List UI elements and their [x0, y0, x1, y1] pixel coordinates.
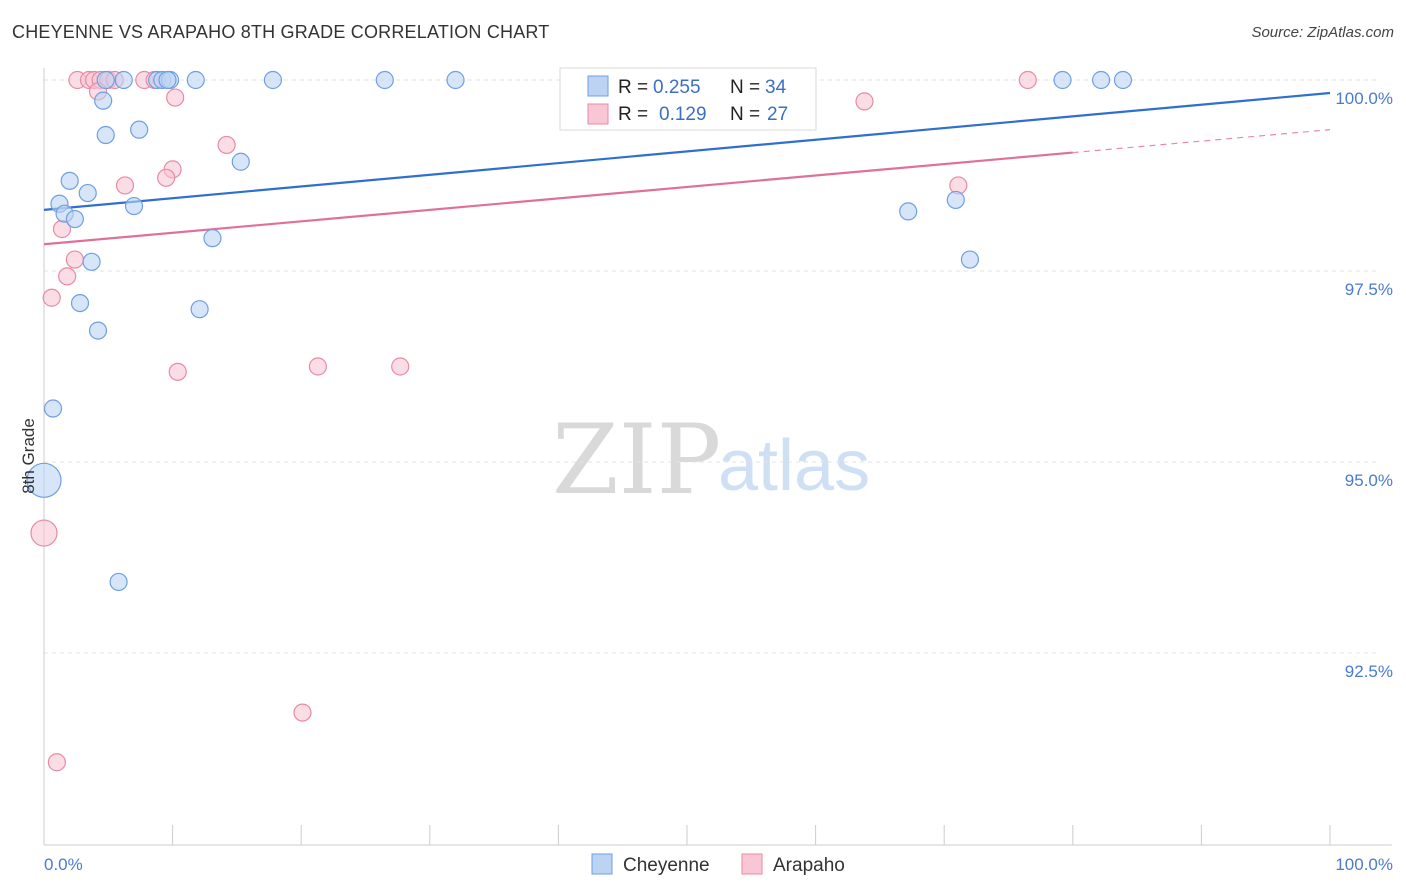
legend-r-arapaho: 0.129: [659, 104, 707, 125]
x-tick-label: 100.0%: [1335, 855, 1393, 874]
arapaho-point: [855, 92, 874, 111]
cheyenne-point: [65, 209, 84, 229]
cheyenne-point: [109, 572, 128, 592]
cheyenne-point: [446, 70, 465, 90]
trendline-arapaho-extension: [1072, 129, 1331, 154]
cheyenne-point: [96, 125, 115, 145]
arapaho-point: [157, 168, 176, 187]
arapaho-point: [65, 250, 84, 269]
arapaho-point: [42, 288, 61, 307]
y-tick-label: 97.5%: [1345, 280, 1393, 299]
watermark-zip: ZIP: [552, 404, 721, 516]
axes: [43, 68, 1392, 846]
legend-n-label: N =: [730, 104, 760, 125]
x-tick-label: 0.0%: [44, 855, 83, 874]
cheyenne-point: [158, 70, 177, 90]
cheyenne-point: [82, 252, 101, 271]
arapaho-point: [58, 267, 77, 286]
cheyenne-point: [78, 183, 97, 203]
cheyenne-point: [1053, 70, 1072, 90]
watermark: ZIP atlas: [552, 404, 870, 516]
cheyenne-point: [96, 70, 115, 90]
arapaho-point: [308, 357, 328, 376]
y-tick-label: 92.5%: [1345, 662, 1393, 681]
legend-swatch-arapaho: [587, 103, 609, 125]
cheyenne-point: [88, 321, 108, 340]
bottom-legend-swatch-arapaho: [741, 853, 763, 875]
data-points: [26, 70, 1133, 772]
legend-r-cheyenne: 0.255: [653, 77, 701, 98]
arapaho-point: [168, 362, 187, 381]
trendline-arapaho: [43, 151, 1073, 246]
cheyenne-point: [94, 91, 113, 110]
arapaho-point: [217, 135, 236, 155]
bottom-legend-arapaho: Arapaho: [773, 855, 845, 876]
arapaho-point: [293, 703, 312, 722]
cheyenne-point: [375, 70, 394, 90]
cheyenne-point: [190, 300, 209, 319]
y-tick-label: 100.0%: [1335, 89, 1393, 108]
cheyenne-point: [960, 250, 980, 269]
cheyenne-point: [130, 120, 149, 139]
top-legend: R = 0.255 N = 34 R = 0.129 N = 27: [559, 67, 817, 131]
cheyenne-point: [1091, 70, 1111, 90]
cheyenne-point: [60, 171, 79, 190]
chart-title: CHEYENNE VS ARAPAHO 8TH GRADE CORRELATIO…: [12, 22, 550, 42]
source-label: Source: ZipAtlas.com: [1251, 24, 1394, 41]
cheyenne-point: [1113, 70, 1133, 90]
cheyenne-point: [43, 399, 63, 418]
cheyenne-point: [899, 202, 918, 221]
cheyenne-point: [114, 70, 133, 90]
arapaho-point: [115, 176, 135, 195]
legend-n-cheyenne: 34: [765, 77, 787, 98]
legend-r-label: R =: [618, 104, 648, 125]
x-tick-labels: 0.0% 100.0%: [44, 855, 1393, 874]
arapaho-point: [30, 519, 58, 547]
bottom-legend-swatch-cheyenne: [591, 853, 613, 875]
legend-r-label: R =: [618, 77, 648, 98]
legend-n-label: N =: [730, 77, 760, 98]
trendline-cheyenne: [43, 91, 1331, 211]
watermark-atlas: atlas: [718, 426, 870, 506]
legend-swatch-cheyenne: [587, 75, 609, 97]
arapaho-point: [47, 753, 66, 772]
y-tick-labels: 100.0% 97.5% 95.0% 92.5%: [1335, 89, 1393, 681]
trendlines: [43, 91, 1331, 246]
cheyenne-point: [203, 229, 222, 248]
cheyenne-point: [946, 190, 965, 210]
cheyenne-point: [263, 70, 283, 90]
bottom-legend: Cheyenne Arapaho: [591, 853, 845, 876]
y-tick-label: 95.0%: [1345, 471, 1393, 490]
arapaho-point: [1018, 70, 1037, 90]
cheyenne-point: [70, 293, 90, 313]
cheyenne-point: [26, 462, 62, 498]
arapaho-point: [166, 88, 185, 107]
legend-n-arapaho: 27: [767, 104, 788, 125]
bottom-legend-cheyenne: Cheyenne: [623, 855, 710, 876]
cheyenne-point: [231, 152, 250, 171]
y-axis-label: 8th Grade: [19, 418, 38, 494]
cheyenne-point: [124, 196, 144, 216]
cheyenne-point: [186, 70, 205, 90]
arapaho-point: [391, 357, 410, 376]
